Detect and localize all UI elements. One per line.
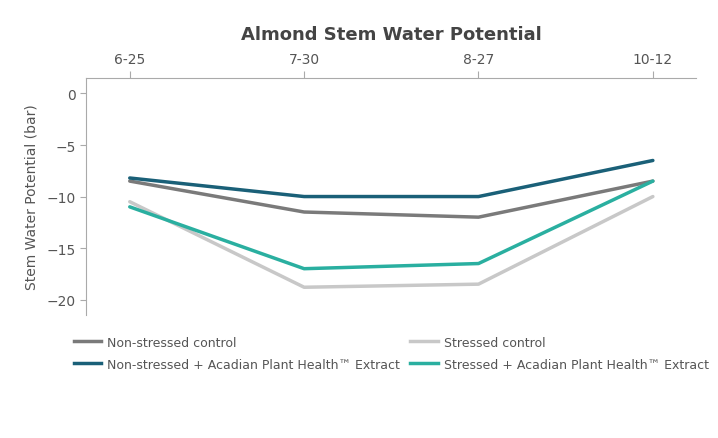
- Legend: Non-stressed control, Non-stressed + Acadian Plant Health™ Extract, Stressed con: Non-stressed control, Non-stressed + Aca…: [69, 331, 714, 376]
- Y-axis label: Stem Water Potential (bar): Stem Water Potential (bar): [24, 104, 38, 290]
- Title: Almond Stem Water Potential: Almond Stem Water Potential: [241, 26, 541, 44]
